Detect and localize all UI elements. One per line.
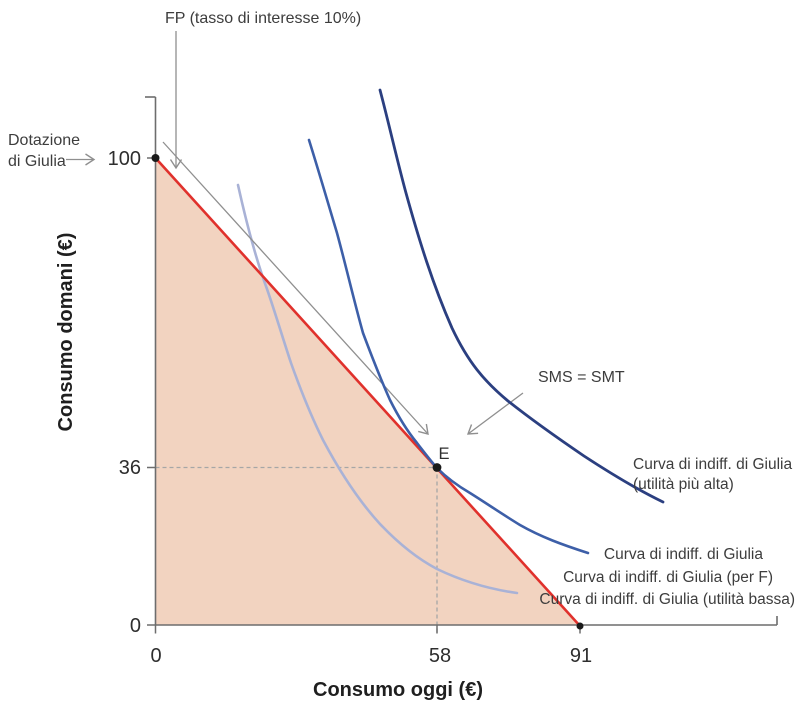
y-axis-title: Consumo domani (€): [55, 233, 77, 432]
feasible-frontier-line: [154, 157, 581, 627]
x-tick-label-91: 91: [570, 645, 592, 667]
frontier-x-intercept-dot: [576, 622, 584, 630]
x-tick-label-0: 0: [150, 645, 161, 667]
endowment-label-line2: di Giulia: [8, 153, 66, 170]
curve-mid-label: Curva di indiff. di Giulia: [604, 546, 763, 563]
endowment-label-line1: Dotazione: [8, 132, 80, 149]
x-tick-label-58: 58: [429, 645, 451, 667]
point-e-label: E: [438, 445, 449, 463]
indifference-curve-high: [378, 88, 665, 504]
curve-low-label: Curva di indiff. di Giulia (utilità bass…: [539, 591, 795, 608]
sms-smt-label: SMS = SMT: [538, 369, 625, 386]
fp-label: FP (tasso di interesse 10%): [165, 10, 361, 27]
sms-pointer-arrow: [466, 392, 524, 435]
y-tick-label-36: 36: [119, 457, 141, 479]
indifference-curve-mid: [307, 138, 590, 555]
point-e-dot: [432, 463, 442, 472]
curve-high-label-line2: (utilità più alta): [633, 476, 734, 493]
y-tick-label-100: 100: [108, 148, 141, 170]
curve-high-label-line1: Curva di indiff. di Giulia: [633, 456, 792, 473]
x-axis-title: Consumo oggi (€): [313, 679, 483, 701]
indifference-curve-low: [236, 183, 519, 595]
y-tick-label-0: 0: [130, 615, 141, 637]
endowment-point: [151, 154, 160, 162]
curve-f-label: Curva di indiff. di Giulia (per F): [563, 569, 773, 586]
